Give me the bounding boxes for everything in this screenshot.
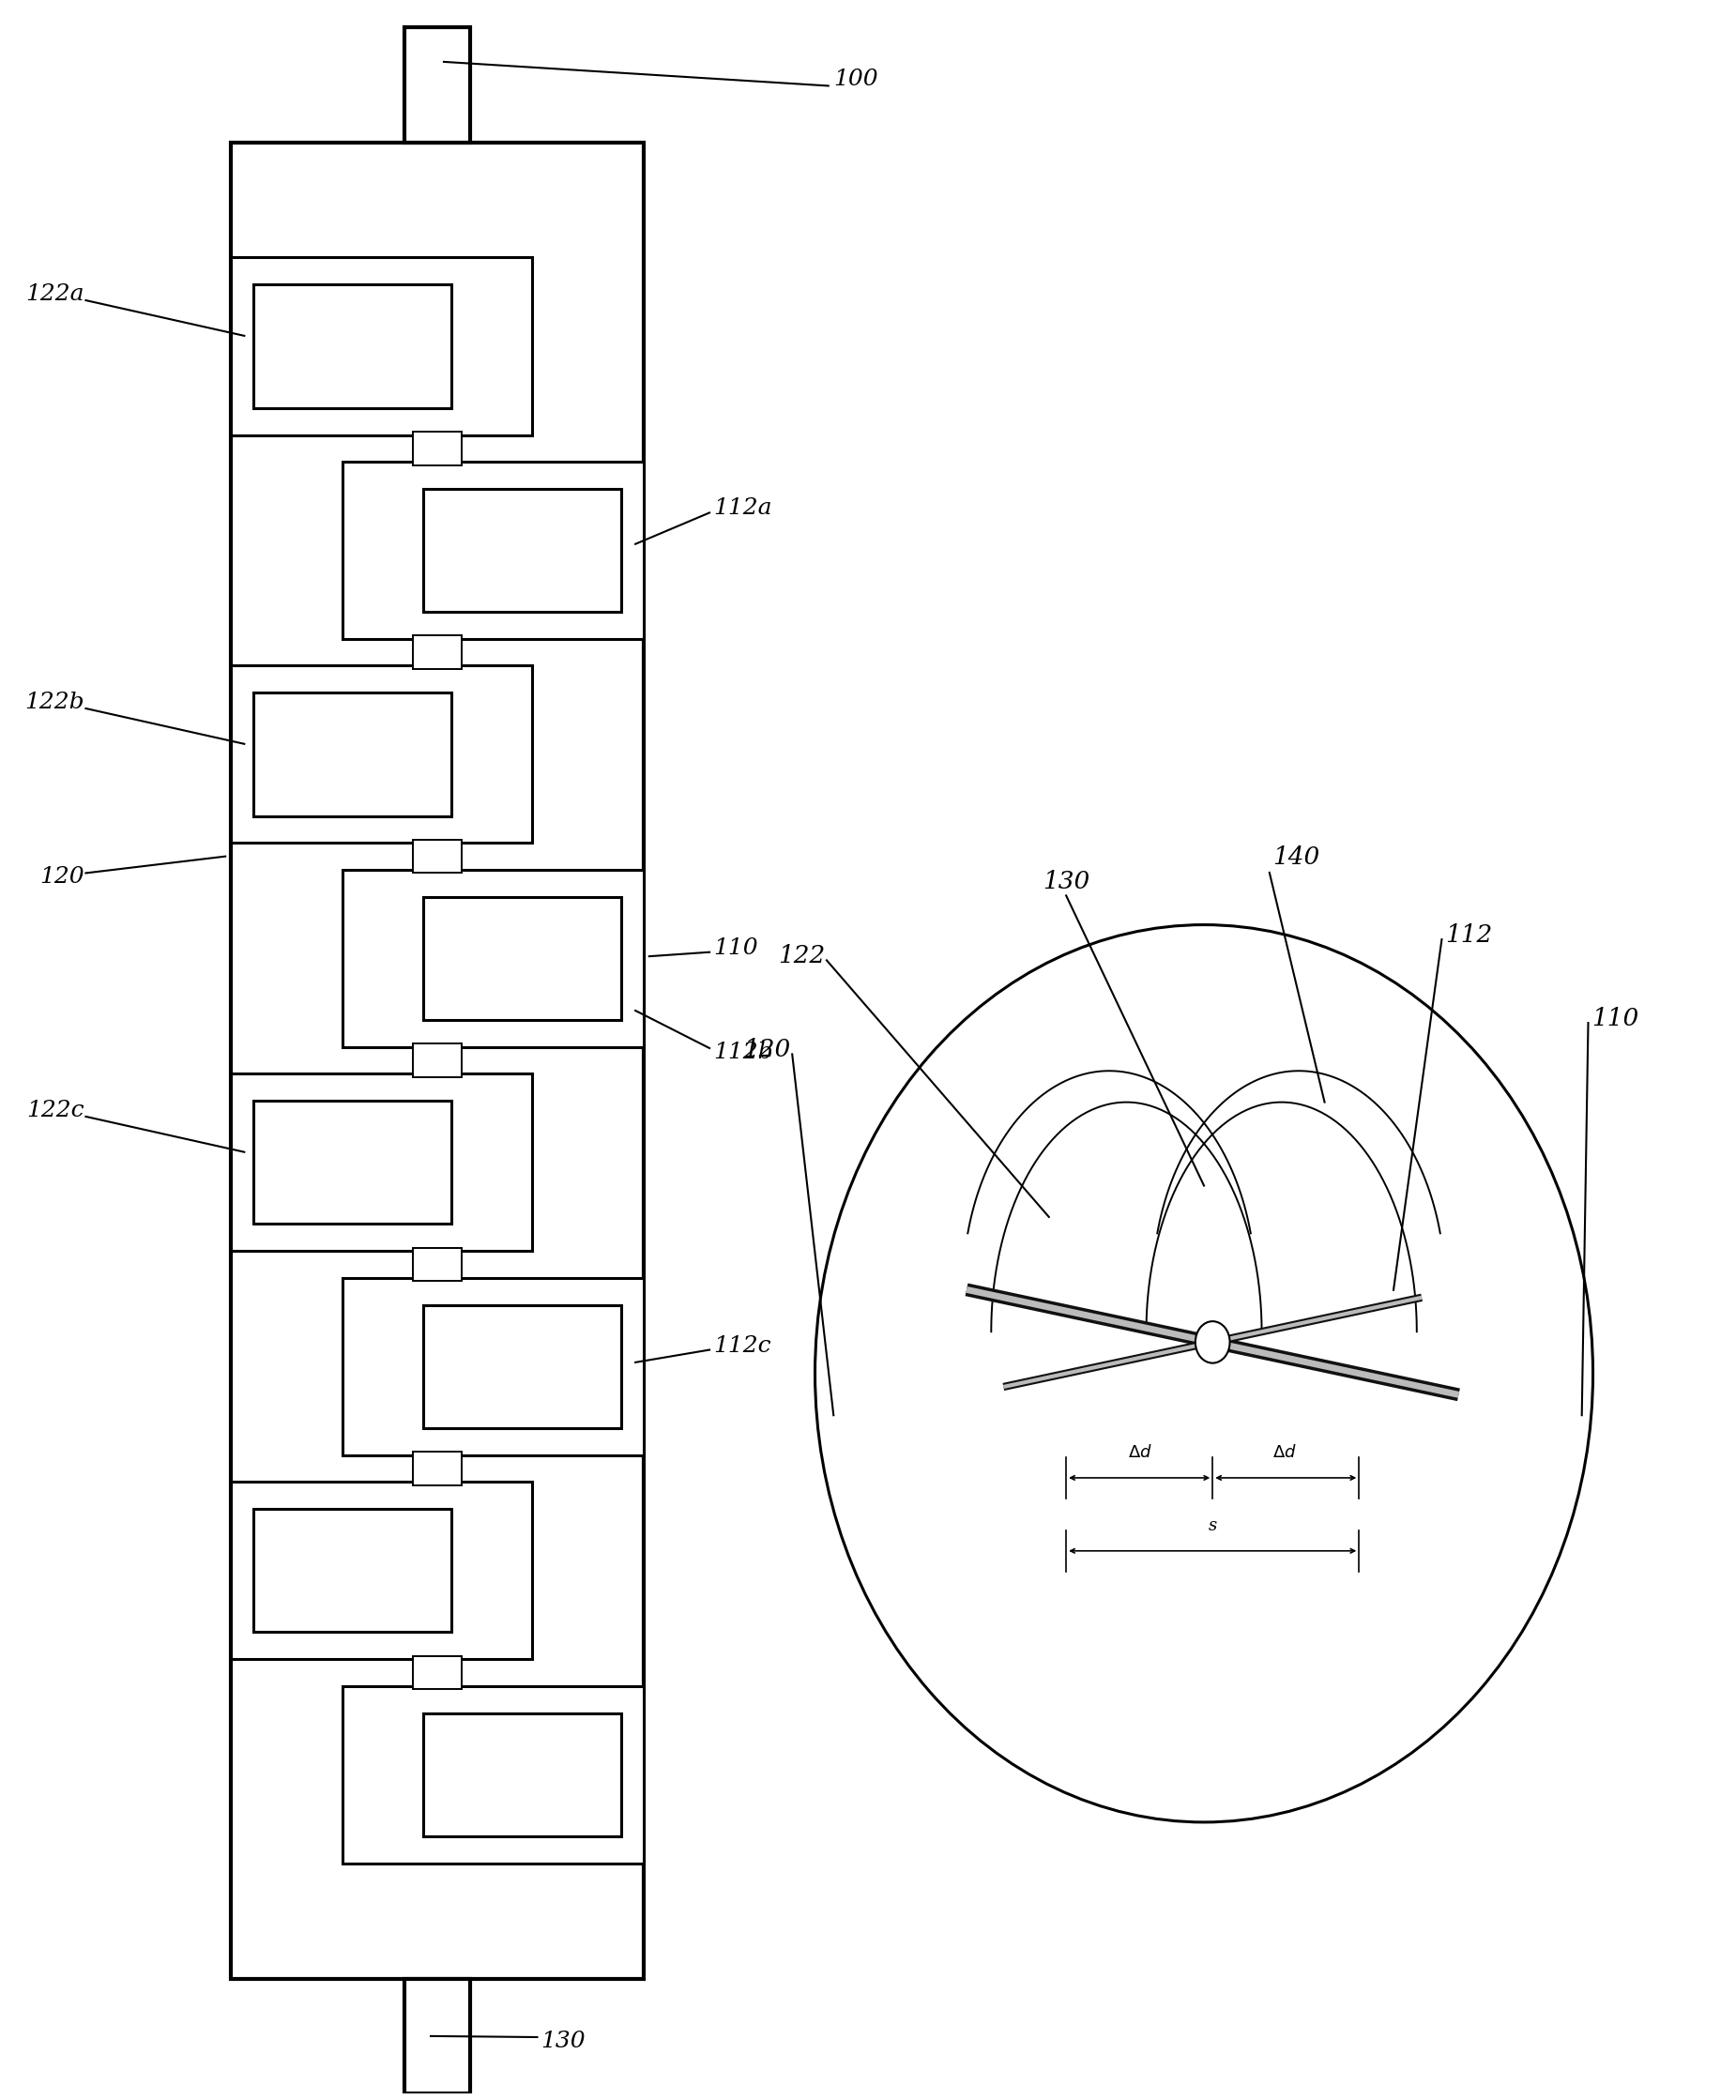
Text: 122c: 122c <box>26 1100 83 1121</box>
Bar <box>253 1100 451 1224</box>
Text: 112b: 112b <box>713 1042 773 1063</box>
Bar <box>404 27 470 143</box>
Text: 140: 140 <box>1272 844 1319 869</box>
Text: 110: 110 <box>1592 1008 1639 1031</box>
Bar <box>342 1277 644 1455</box>
Text: 122: 122 <box>778 945 825 968</box>
Text: 130: 130 <box>1043 869 1090 892</box>
Text: 110: 110 <box>713 937 757 960</box>
Bar <box>231 1483 531 1659</box>
Bar <box>231 666 531 842</box>
Bar <box>253 693 451 817</box>
Text: $\Delta d$: $\Delta d$ <box>1272 1445 1297 1462</box>
Bar <box>253 286 451 407</box>
Bar <box>413 1657 462 1688</box>
Bar <box>413 433 462 464</box>
Text: 122b: 122b <box>24 691 83 714</box>
Text: $\Delta d$: $\Delta d$ <box>1128 1445 1153 1462</box>
Text: 112c: 112c <box>713 1336 771 1357</box>
Text: 112: 112 <box>1444 924 1493 947</box>
Bar <box>413 1451 462 1485</box>
Bar <box>231 143 644 1978</box>
Bar <box>413 1247 462 1281</box>
Text: 112a: 112a <box>713 498 771 519</box>
Bar <box>413 1044 462 1077</box>
Bar <box>231 258 531 435</box>
Text: 122a: 122a <box>26 284 83 304</box>
Text: s: s <box>1208 1518 1217 1535</box>
Ellipse shape <box>814 924 1594 1823</box>
Bar <box>342 1686 644 1863</box>
Bar <box>413 636 462 670</box>
Text: 120: 120 <box>40 867 83 888</box>
Bar <box>413 840 462 874</box>
Text: 120: 120 <box>743 1037 790 1063</box>
Bar <box>231 1073 531 1252</box>
Bar <box>404 1978 470 2094</box>
Text: 130: 130 <box>540 2031 585 2052</box>
Bar <box>342 869 644 1048</box>
Bar <box>424 1714 621 1835</box>
Text: 100: 100 <box>833 69 878 90</box>
Bar <box>424 1304 621 1428</box>
Bar <box>253 1510 451 1632</box>
Bar <box>424 897 621 1021</box>
Bar <box>342 462 644 638</box>
Circle shape <box>1196 1321 1229 1363</box>
Bar <box>424 489 621 611</box>
